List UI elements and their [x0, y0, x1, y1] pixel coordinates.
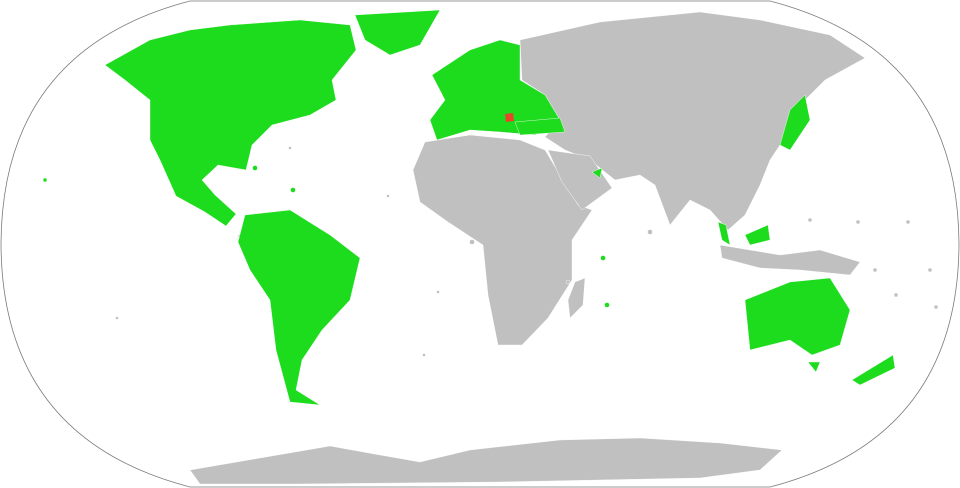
island-dot [807, 217, 813, 223]
island-dot [288, 146, 292, 150]
island-dot [290, 187, 296, 193]
tasmania [807, 361, 821, 373]
malaysia [717, 221, 771, 246]
island-dot [115, 316, 119, 320]
island-dot [933, 304, 939, 310]
island-dot [386, 194, 390, 198]
island-dot [565, 279, 571, 285]
island-dot [422, 353, 426, 357]
island-dot [42, 177, 48, 183]
japan [779, 94, 811, 151]
indonesia [719, 244, 861, 276]
island-dot [872, 267, 878, 273]
island-dots [42, 146, 939, 357]
north-america [104, 19, 357, 227]
island-dot [647, 229, 653, 235]
south-america [237, 209, 361, 406]
island-dot [252, 165, 258, 171]
island-dot [604, 302, 610, 308]
eurasia [519, 11, 866, 231]
uae [591, 167, 603, 179]
focus-country [505, 113, 514, 122]
island-dot [600, 255, 606, 261]
island-dot [893, 292, 899, 298]
arabia [547, 149, 613, 211]
island-dot [436, 290, 440, 294]
turkey [514, 117, 566, 136]
antarctica [189, 437, 783, 485]
madagascar [567, 277, 586, 319]
island-dot [905, 219, 911, 225]
green-land [104, 9, 896, 406]
island-dot [469, 239, 475, 245]
island-dot [855, 219, 861, 225]
island-dot [927, 267, 933, 273]
new-zealand [851, 354, 896, 386]
greenland [354, 9, 441, 56]
australia [744, 277, 851, 356]
africa [412, 134, 593, 346]
